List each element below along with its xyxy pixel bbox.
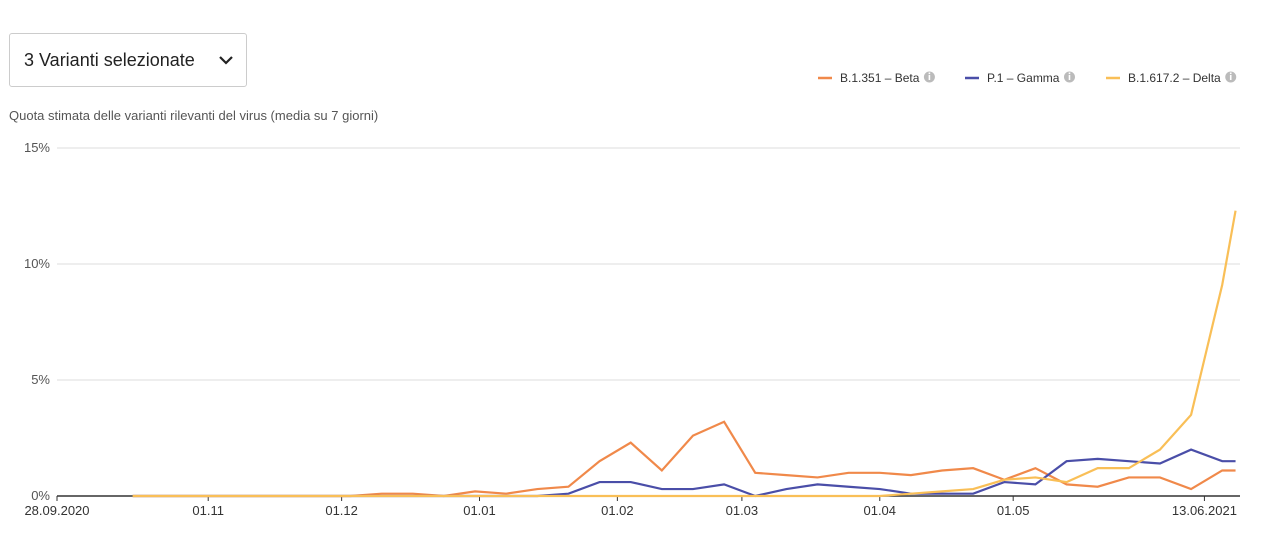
info-icon-dot: [1068, 72, 1071, 75]
legend-item: B.1.351 – Beta: [818, 71, 935, 85]
x-tick-label: 01.04: [863, 503, 896, 518]
y-tick-label: 15%: [24, 140, 50, 155]
chart-subtitle: Quota stimata delle varianti rilevanti d…: [9, 108, 378, 123]
x-tick-label: 01.03: [726, 503, 759, 518]
info-icon: [923, 71, 935, 83]
series-line: [132, 448, 1236, 498]
legend-item: P.1 – Gamma: [965, 71, 1075, 85]
x-tick-label: 01.11: [192, 503, 224, 518]
x-tick-label: 13.06.2021: [1172, 503, 1237, 518]
info-icon-dot: [1229, 72, 1232, 75]
info-icon-mark: [1229, 75, 1232, 80]
x-tick-label: 01.01: [463, 503, 496, 518]
x-tick-label: 28.09.2020: [24, 503, 89, 518]
info-icon-dot: [928, 72, 931, 75]
legend-label: P.1 – Gamma: [987, 71, 1060, 85]
dropdown-label: 3 Varianti selezionate: [24, 49, 195, 70]
x-tick-label: 01.05: [997, 503, 1030, 518]
info-icon: [1063, 71, 1075, 83]
x-tick-label: 01.02: [601, 503, 634, 518]
info-icon-mark: [928, 75, 931, 80]
series-line: [132, 420, 1236, 498]
info-icon: [1225, 71, 1237, 83]
variant-dropdown[interactable]: 3 Varianti selezionate: [9, 33, 247, 87]
info-icon-mark: [1068, 75, 1071, 80]
chevron: [219, 56, 233, 65]
y-tick-label: 5%: [31, 372, 50, 387]
x-tick-label: 01.12: [325, 503, 358, 518]
legend-label: B.1.351 – Beta: [840, 71, 920, 85]
legend-item: B.1.617.2 – Delta: [1106, 71, 1237, 85]
y-tick-label: 10%: [24, 256, 50, 271]
series-line: [132, 210, 1237, 498]
legend-label: B.1.617.2 – Delta: [1128, 71, 1221, 85]
y-tick-label: 0%: [31, 488, 50, 503]
